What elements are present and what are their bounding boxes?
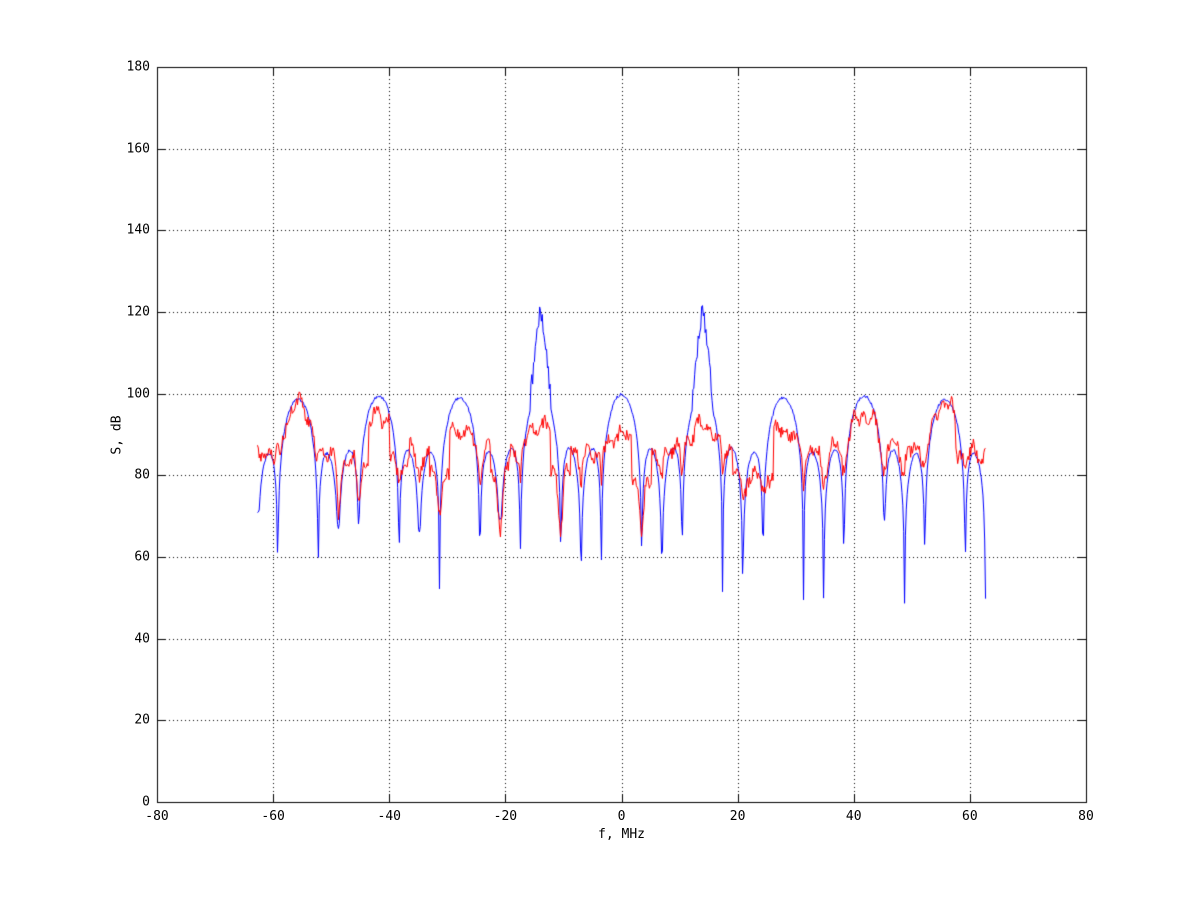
x-tick-label: 40: [845, 809, 862, 824]
x-tick-label: 20: [729, 809, 746, 824]
x-tick-label: -80: [145, 809, 169, 824]
x-tick-label: -60: [261, 809, 285, 824]
y-tick-label: 60: [134, 549, 150, 565]
y-tick-label: 160: [126, 141, 150, 157]
x-tick-label: 60: [962, 809, 978, 824]
y-tick-label: 20: [134, 712, 150, 728]
y-tick-label: 100: [126, 386, 150, 402]
y-tick-label: 120: [126, 304, 150, 320]
x-tick-label: 80: [1078, 809, 1094, 824]
x-tick-label: -20: [493, 809, 518, 824]
x-tick-label: 0: [617, 809, 626, 824]
x-axis-label: f, MHz: [598, 827, 645, 842]
y-tick-label: 0: [142, 794, 150, 810]
y-tick-label: 80: [134, 467, 150, 483]
y-tick-label: 140: [126, 222, 150, 238]
y-axis-label: S, dB: [109, 414, 125, 455]
y-tick-label: 180: [126, 59, 150, 75]
y-tick-label: 40: [134, 631, 150, 647]
x-tick-label: -40: [377, 809, 401, 824]
